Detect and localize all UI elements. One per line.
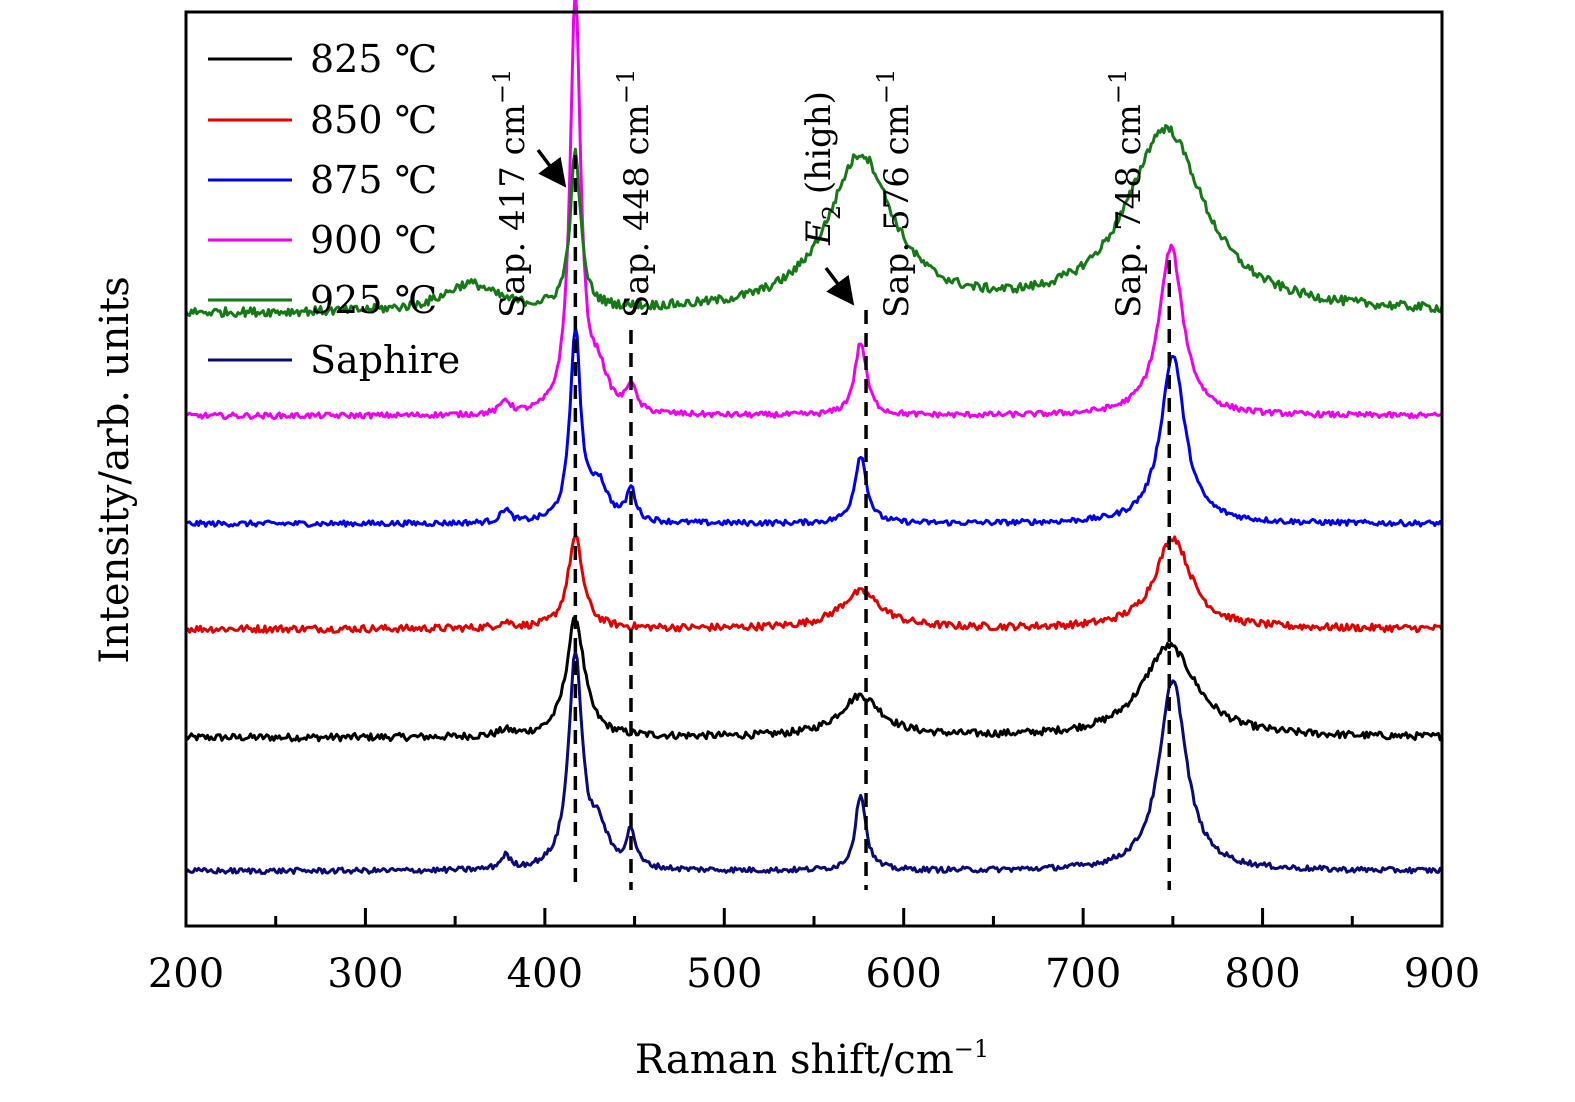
x-tick-label: 300 xyxy=(327,951,403,997)
svg-text:Sap. 748 cm−1: Sap. 748 cm−1 xyxy=(1104,69,1149,318)
legend-label: 925 ℃ xyxy=(310,278,437,322)
legend-label: 875 ℃ xyxy=(310,158,437,202)
ref-label-748: Sap. 748 cm−1 xyxy=(1104,69,1149,318)
ref-label-417: Sap. 417 cm−1 xyxy=(488,69,533,318)
series-line-2 xyxy=(185,326,1444,528)
legend-label: Saphire xyxy=(310,338,460,382)
x-tick-label: 500 xyxy=(686,951,762,997)
svg-text:Sap. 417 cm−1: Sap. 417 cm−1 xyxy=(488,69,533,318)
legend-item-825: 825 ℃ xyxy=(208,37,437,81)
legend-item-850: 850 ℃ xyxy=(208,98,437,142)
svg-text:Sap. 576 cm−1: Sap. 576 cm−1 xyxy=(872,69,917,318)
svg-text:Sap. 448 cm−1: Sap. 448 cm−1 xyxy=(612,69,657,318)
legend-item-925: 925 ℃ xyxy=(208,278,437,322)
series-line-1 xyxy=(185,534,1444,634)
legend: 825 ℃ 850 ℃ 875 ℃ 900 ℃ 925 ℃ Saphire xyxy=(208,37,460,382)
y-axis-title: Intensity/arb. units xyxy=(92,276,138,663)
series-line-3 xyxy=(185,0,1443,420)
x-tick-label: 800 xyxy=(1224,951,1300,997)
x-tick-label: 400 xyxy=(507,951,583,997)
legend-label: 825 ℃ xyxy=(310,37,437,81)
e2-high-annotation: E2 (high) xyxy=(799,91,846,246)
ref-label-448: Sap. 448 cm−1 xyxy=(612,69,657,318)
svg-text:E2 (high): E2 (high) xyxy=(799,91,846,246)
legend-item-saphire: Saphire xyxy=(208,338,460,382)
x-axis-title: Raman shift/cm−1 xyxy=(635,1035,989,1083)
x-tick-label: 600 xyxy=(866,951,942,997)
arrow-e2 xyxy=(824,266,855,306)
series-line-0 xyxy=(184,616,1443,743)
legend-label: 850 ℃ xyxy=(310,98,437,142)
legend-item-900: 900 ℃ xyxy=(208,218,437,262)
reference-lines xyxy=(573,155,1172,890)
arrow-417 xyxy=(536,148,567,188)
x-tick-label: 700 xyxy=(1045,951,1121,997)
series-line-4 xyxy=(184,124,1444,318)
ref-label-576: Sap. 576 cm−1 xyxy=(872,69,917,318)
x-tick-label: 900 xyxy=(1404,951,1480,997)
x-tick-label: 200 xyxy=(148,951,224,997)
series-layer xyxy=(184,0,1444,875)
x-ticks: 200 300 400 500 600 700 800 900 xyxy=(148,908,1480,997)
legend-label: 900 ℃ xyxy=(310,218,437,262)
series-line-5 xyxy=(184,650,1444,875)
legend-item-875: 875 ℃ xyxy=(208,158,437,202)
